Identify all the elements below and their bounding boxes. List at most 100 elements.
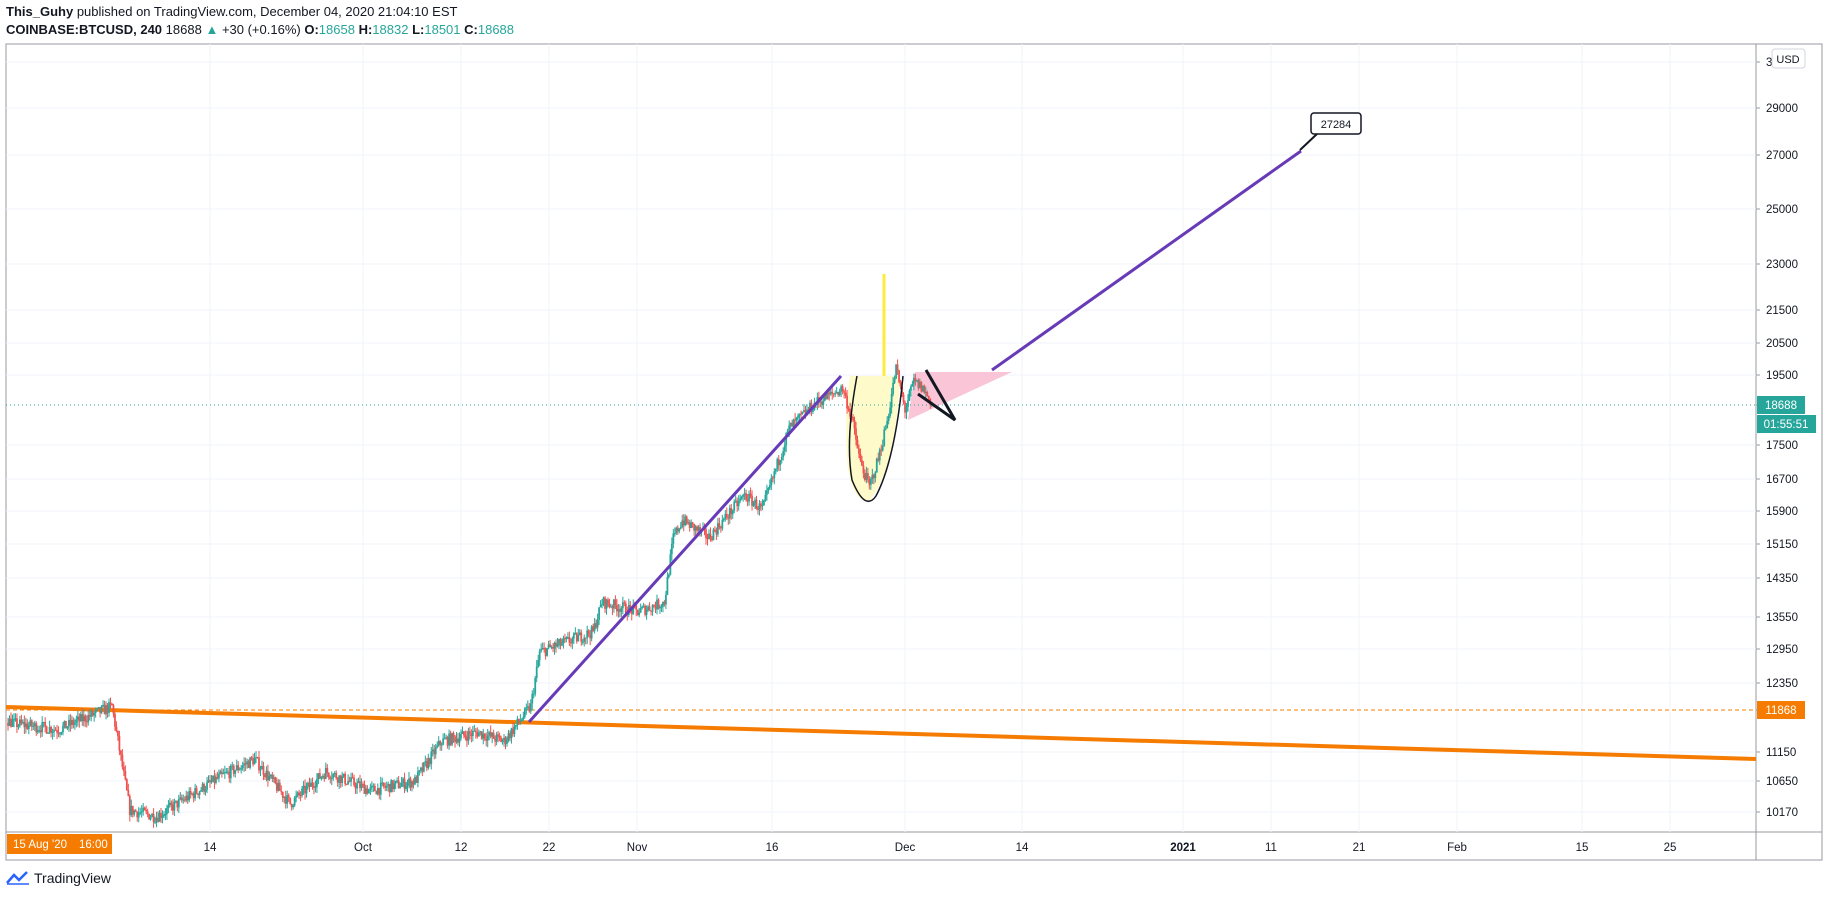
candle-body — [11, 720, 14, 727]
candle-body — [295, 795, 298, 798]
candle-body — [238, 769, 241, 771]
cup-fill[interactable] — [845, 376, 900, 501]
time-tick-label: Nov — [627, 842, 648, 854]
candle-body — [191, 793, 194, 795]
candle-body — [553, 642, 556, 649]
candle-body — [247, 761, 250, 768]
candle-body — [207, 779, 210, 783]
candle-body — [566, 637, 569, 639]
target-callout[interactable] — [1310, 112, 1362, 135]
price-tick-label: 10650 — [1766, 776, 1798, 788]
candle-body — [835, 392, 838, 394]
cup-outline[interactable] — [848, 375, 904, 502]
candle-body — [537, 660, 540, 667]
candle-body — [688, 522, 691, 528]
time-tick-label: 11 — [1265, 842, 1277, 854]
author-name[interactable]: This_Guhy — [6, 4, 74, 19]
candle-body — [213, 775, 216, 783]
candle-body — [280, 790, 283, 792]
currency-button[interactable] — [1771, 48, 1806, 69]
candle-body — [691, 522, 694, 524]
time-tick-label: Feb — [1447, 842, 1467, 854]
candle-body — [803, 410, 805, 412]
candle-body — [326, 767, 329, 773]
candle-body — [458, 738, 461, 743]
candle-body — [761, 505, 764, 507]
candle-body — [773, 471, 776, 478]
candle-body — [198, 791, 201, 795]
candle-body — [370, 785, 373, 788]
candle-body — [635, 605, 638, 610]
candle-body — [146, 811, 149, 814]
candle-body — [203, 783, 205, 792]
candle-body — [192, 793, 195, 799]
candle-body — [219, 771, 222, 775]
candle-body — [454, 736, 456, 743]
time-axis[interactable]: 14 Oct 12 22 Nov 16 Dec 14 2021 11 21 Feb 15 25 — [204, 842, 1677, 854]
candle-body — [286, 795, 289, 804]
candle-body — [623, 602, 626, 604]
candle-body — [287, 795, 290, 798]
candle-body — [369, 787, 372, 790]
price-axis[interactable]: 3 29000 27000 25000 23000 21500 20500 19500 1750… — [1756, 57, 1798, 819]
candle-body — [183, 799, 186, 801]
candle-body — [544, 648, 547, 656]
candle-body — [70, 720, 73, 726]
time-tick-label: 14 — [204, 842, 217, 854]
candle-body — [261, 765, 263, 770]
candle-body — [503, 737, 505, 741]
candle-body — [532, 693, 535, 695]
purple-rise-line[interactable] — [527, 374, 843, 724]
candle-body — [601, 604, 603, 606]
price-tick-label: 16700 — [1766, 474, 1798, 486]
price-tick-label: 20500 — [1766, 338, 1798, 350]
candle-body — [801, 411, 804, 414]
candle-body — [385, 785, 388, 788]
candle-body — [656, 599, 658, 610]
candle-body — [188, 791, 191, 801]
candle-body — [630, 607, 633, 614]
candle-body — [406, 782, 409, 786]
candle-body — [415, 776, 418, 783]
candle-body — [584, 637, 587, 639]
tradingview-logo-icon — [6, 871, 29, 885]
candle-body — [69, 719, 72, 726]
candle-body — [838, 391, 841, 395]
candle-body — [693, 523, 696, 531]
candle-body — [421, 767, 424, 772]
candle-body — [301, 788, 303, 796]
orange-trendline[interactable] — [5, 705, 1757, 761]
candle-body — [344, 773, 347, 784]
candle-body — [598, 607, 600, 620]
candle-body — [812, 410, 814, 412]
candle-body — [482, 733, 485, 739]
candle-body — [160, 813, 162, 818]
open-label: O: — [304, 22, 319, 37]
candle-body — [76, 716, 79, 720]
purple-target-line[interactable] — [991, 149, 1302, 372]
candle-body — [497, 734, 499, 736]
time-tick-label: 12 — [455, 842, 468, 854]
candle-body — [555, 642, 557, 647]
candle-body — [402, 778, 404, 784]
triangle-zone[interactable] — [908, 372, 1012, 420]
candle-body — [100, 706, 103, 713]
tradingview-brand[interactable]: TradingView — [6, 868, 111, 888]
candle-body — [884, 428, 887, 430]
candle-body — [665, 594, 667, 605]
candle-body — [797, 415, 799, 418]
black-pennant-marker[interactable] — [917, 369, 957, 422]
candle-body — [621, 602, 624, 609]
candle-body — [613, 599, 615, 609]
candle-body — [218, 774, 220, 779]
candle-body — [498, 735, 501, 738]
candle-body — [917, 380, 920, 388]
candle-body — [528, 706, 531, 712]
candle-body — [871, 474, 874, 480]
candle-body — [607, 599, 609, 605]
candle-body — [451, 733, 453, 745]
candle-body — [335, 772, 338, 779]
candle-body — [16, 718, 18, 728]
candle-body — [534, 678, 537, 694]
